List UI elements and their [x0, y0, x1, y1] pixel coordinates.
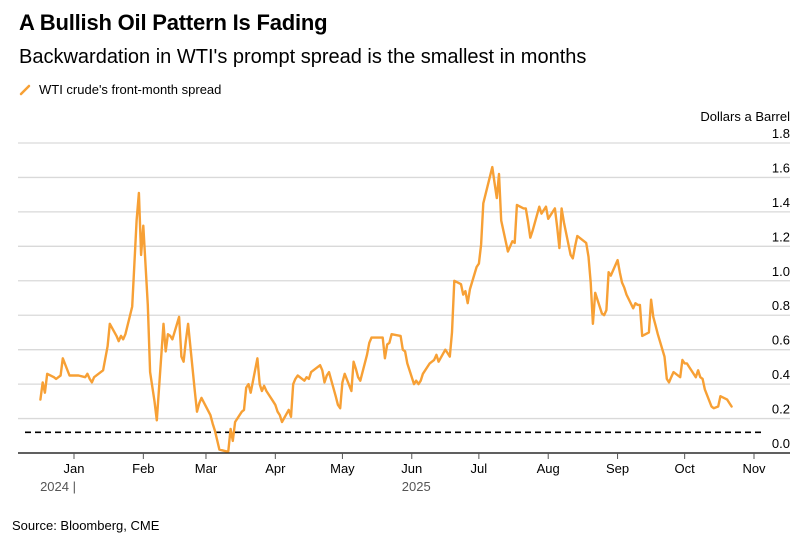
y-tick-label: 0.6 — [772, 333, 790, 348]
x-tick-label: May — [330, 461, 355, 476]
series-group — [39, 165, 733, 453]
chart-title: A Bullish Oil Pattern Is Fading — [19, 10, 328, 35]
x-axis: Jan Feb Mar Apr May Jun Jul Aug Sep Oct Nov 2024 | 2… — [18, 452, 790, 494]
y-tick-label: 0.4 — [772, 367, 790, 382]
year-label: 2025 — [402, 479, 431, 494]
x-tick-label: Mar — [195, 461, 218, 476]
legend: WTI crude's front-month spread — [19, 82, 221, 97]
series-line — [39, 165, 733, 453]
x-tick-label: Aug — [537, 461, 560, 476]
x-tick-label: Feb — [132, 461, 154, 476]
x-tick-label: Sep — [606, 461, 629, 476]
legend-label: WTI crude's front-month spread — [39, 82, 222, 97]
y-tick-label: 1.0 — [772, 264, 790, 279]
x-tick-label: Nov — [742, 461, 766, 476]
x-tick-label: Jan — [64, 461, 85, 476]
x-tick-label: Jun — [401, 461, 422, 476]
source-note: Source: Bloomberg, CME — [12, 518, 160, 533]
x-tick-label: Oct — [675, 461, 696, 476]
y-axis-labels: 0.0 0.2 0.4 0.6 0.8 1.0 1.2 1.4 1.6 1.8 — [772, 126, 790, 451]
y-tick-label: 1.6 — [772, 160, 790, 175]
x-tick-label: Jul — [471, 461, 488, 476]
y-tick-label: 0.8 — [772, 298, 790, 313]
y-tick-label: 0.0 — [772, 436, 790, 451]
line-swatch-icon — [19, 84, 31, 95]
x-tick-label: Apr — [265, 461, 286, 476]
y-axis-title: Dollars a Barrel — [700, 109, 790, 124]
y-tick-label: 1.2 — [772, 229, 790, 244]
y-tick-label: 0.2 — [772, 402, 790, 417]
y-tick-label: 1.8 — [772, 126, 790, 141]
year-label: 2024 | — [40, 479, 76, 494]
chart-subtitle: Backwardation in WTI's prompt spread is … — [19, 46, 587, 68]
y-tick-label: 1.4 — [772, 195, 790, 210]
